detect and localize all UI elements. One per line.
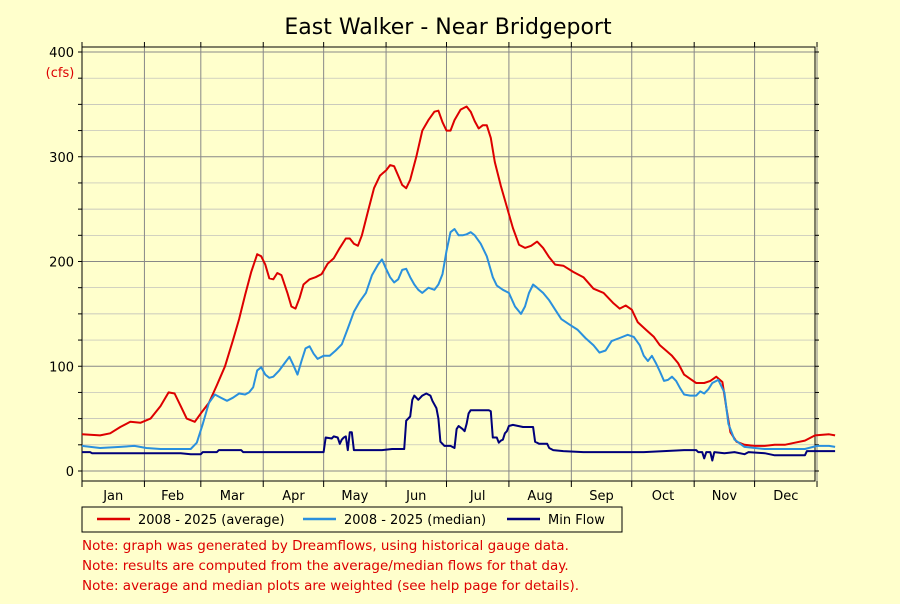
series-line-median: [81, 228, 836, 450]
x-tick-label: Mar: [220, 489, 245, 504]
x-axis: Jan Feb Mar Apr May Jun Jul Aug Sep Oct Nov Dec: [81, 42, 818, 504]
y-tick-label: 400: [49, 46, 74, 61]
x-tick-label: Aug: [527, 489, 552, 504]
y-tick-label: 300: [49, 151, 74, 166]
series-line-average: [81, 105, 836, 447]
notes: Note: graph was generated by Dreamflows,…: [82, 538, 579, 594]
note-line-3: Note: average and median plots are weigh…: [82, 578, 579, 594]
x-tick-label: Nov: [712, 489, 738, 504]
x-tick-label: Oct: [652, 489, 674, 504]
series-lines: [81, 105, 836, 462]
y-tick-label: 0: [66, 465, 74, 480]
plot-area: [81, 46, 816, 482]
x-tick-label: Feb: [161, 489, 184, 504]
legend: 2008 - 2025 (average) 2008 - 2025 (media…: [81, 506, 623, 533]
x-tick-label: Apr: [282, 489, 305, 504]
series-line-min-flow: [82, 392, 836, 462]
x-tick-label: Dec: [773, 489, 798, 504]
note-line-1: Note: graph was generated by Dreamflows,…: [82, 538, 569, 554]
y-tick-label: 100: [49, 360, 74, 375]
legend-label-average: 2008 - 2025 (average): [138, 513, 285, 528]
note-line-2: Note: results are computed from the aver…: [82, 558, 569, 574]
x-tick-label: Jun: [405, 489, 426, 504]
y-tick-label: 200: [49, 256, 74, 271]
chart-title: East Walker - Near Bridgeport: [284, 15, 612, 40]
x-tick-label: May: [341, 489, 368, 504]
legend-label-min-flow: Min Flow: [548, 513, 605, 528]
x-tick-label: Sep: [589, 489, 614, 504]
y-axis-label: (cfs): [46, 66, 75, 81]
x-tick-label: Jul: [469, 489, 486, 504]
y-axis: 0 100 200 300 400: [49, 46, 819, 480]
x-tick-label: Jan: [102, 489, 123, 504]
legend-label-median: 2008 - 2025 (median): [344, 513, 486, 528]
